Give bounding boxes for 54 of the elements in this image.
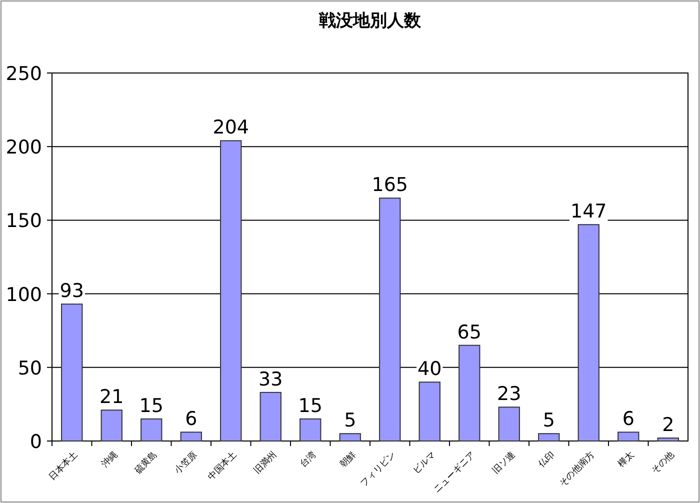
y-tick-label: 200 <box>6 136 42 159</box>
data-label: 5 <box>344 410 356 432</box>
data-label: 23 <box>497 383 522 406</box>
bar <box>538 433 560 442</box>
bar <box>180 432 202 442</box>
bar <box>657 438 679 442</box>
data-label: 21 <box>100 386 124 408</box>
data-label: 147 <box>570 200 607 223</box>
bar <box>260 392 282 442</box>
x-tick-label: 朝鮮 <box>338 449 358 470</box>
data-label: 5 <box>542 410 555 432</box>
data-label: 204 <box>212 116 250 139</box>
bar <box>458 344 480 442</box>
x-tick-label: 台湾 <box>298 449 318 470</box>
x-tick-label: 沖縄 <box>99 449 120 470</box>
bar <box>498 406 520 442</box>
bar <box>100 410 122 442</box>
x-tick-label: 小笠原 <box>172 449 200 476</box>
y-tick-label: 150 <box>6 210 42 232</box>
bar <box>339 433 361 442</box>
bar <box>578 224 600 442</box>
data-label: 65 <box>457 321 482 344</box>
data-label: 40 <box>418 358 442 380</box>
y-tick-label: 100 <box>6 284 42 306</box>
x-tick-label: 樺太 <box>616 449 636 470</box>
bar <box>140 418 162 442</box>
x-tick-label: ビルマ <box>410 449 438 476</box>
x-tick-label: 硫黄島 <box>132 449 160 476</box>
x-tick-label: フィリピン <box>358 449 398 489</box>
y-tick-label: 250 <box>6 63 42 85</box>
data-label: 6 <box>622 408 634 430</box>
data-label: 2 <box>662 414 674 436</box>
bar <box>618 432 640 442</box>
y-tick-label: 50 <box>18 357 42 380</box>
x-tick-label: その他南方 <box>557 449 597 489</box>
x-tick-label: 旧ソ連 <box>490 449 518 476</box>
data-label: 33 <box>258 368 283 390</box>
x-tick-label: 中国本土 <box>206 449 239 483</box>
x-tick-label: 日本本土 <box>46 449 80 483</box>
y-tick-label: 0 <box>30 431 42 453</box>
bar <box>61 304 83 442</box>
bar <box>418 382 440 442</box>
x-tick-label: 仏印 <box>536 449 557 471</box>
data-label: 165 <box>372 174 408 196</box>
data-label: 15 <box>139 394 164 417</box>
bar <box>300 418 322 442</box>
bar <box>220 140 242 442</box>
data-label: 93 <box>60 280 84 302</box>
x-tick-label: 旧満州 <box>252 449 279 476</box>
chart-title: 戦没地別人数 <box>318 11 422 31</box>
data-label: 15 <box>298 394 322 417</box>
bar <box>379 198 401 442</box>
x-tick-label: その他 <box>649 449 676 476</box>
data-label: 6 <box>185 408 198 430</box>
